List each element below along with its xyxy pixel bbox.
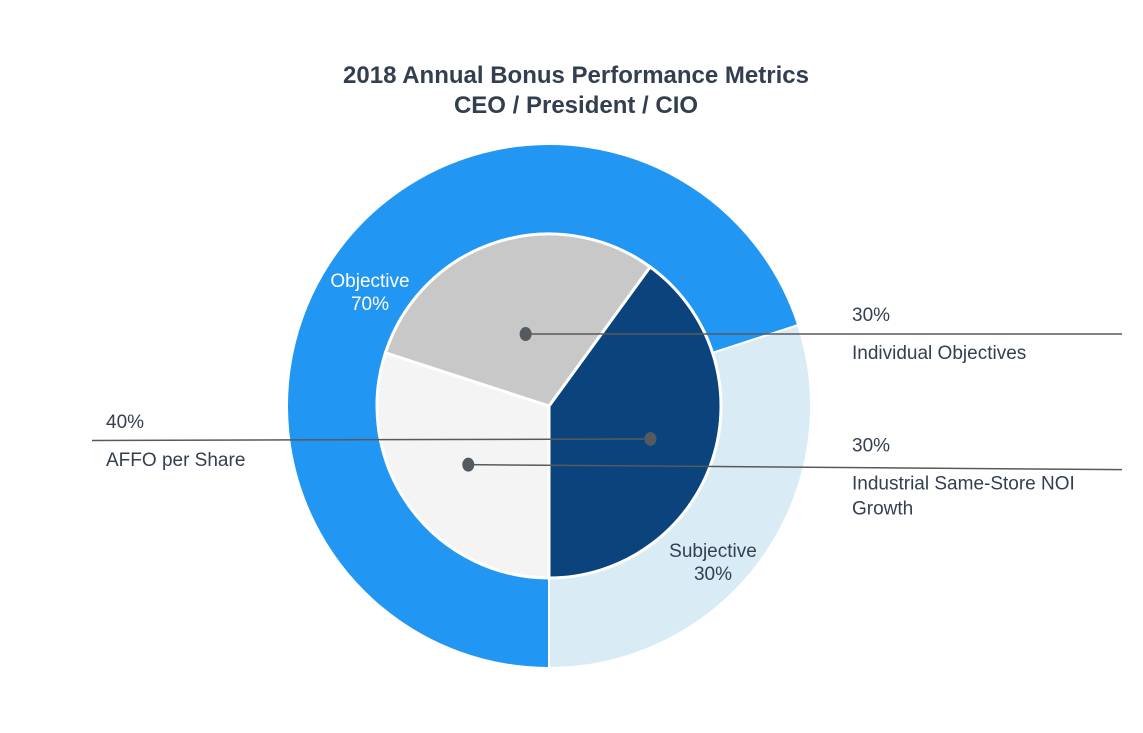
outer-label-objective: Objective [330,271,409,292]
leader-dot-industrial-same-store-noi-growth [462,457,475,472]
callout-value-affo-per-share: 40% [106,412,144,433]
callout-label-industrial-same-store-noi-growth-line-1: Industrial Same-Store NOI [852,474,1075,495]
callout-value-individual-objectives: 30% [852,305,890,326]
leader-line-industrial-same-store-noi-growth [468,463,1123,471]
callout-labels: 40% AFFO per Share 30% Industrial Same-Stor… [106,305,1075,520]
inner-pie [375,232,723,580]
leader-line-affo-per-share [91,438,651,442]
inner-slice-individual-objectives [383,232,653,408]
callout-label-industrial-same-store-noi-growth-line-2: Growth [852,499,913,520]
chart-title-line-1: 2018 Annual Bonus Performance Metrics [343,62,809,89]
outer-value-subjective: 30% [694,564,732,585]
inner-slice-affo-per-share [547,264,723,580]
outer-label-subjective: Subjective [669,541,757,562]
leader-dot-affo-per-share [644,431,657,446]
callout-label-individual-objectives: Individual Objectives [852,343,1026,364]
leader-dot-individual-objectives [519,327,532,342]
chart-title-line-2: CEO / President / CIO [454,92,698,119]
leader-lines [91,327,1123,472]
callout-value-industrial-same-store-noi-growth: 30% [852,436,890,457]
outer-value-objective: 70% [351,294,389,315]
callout-label-affo-per-share: AFFO per Share [106,450,245,471]
